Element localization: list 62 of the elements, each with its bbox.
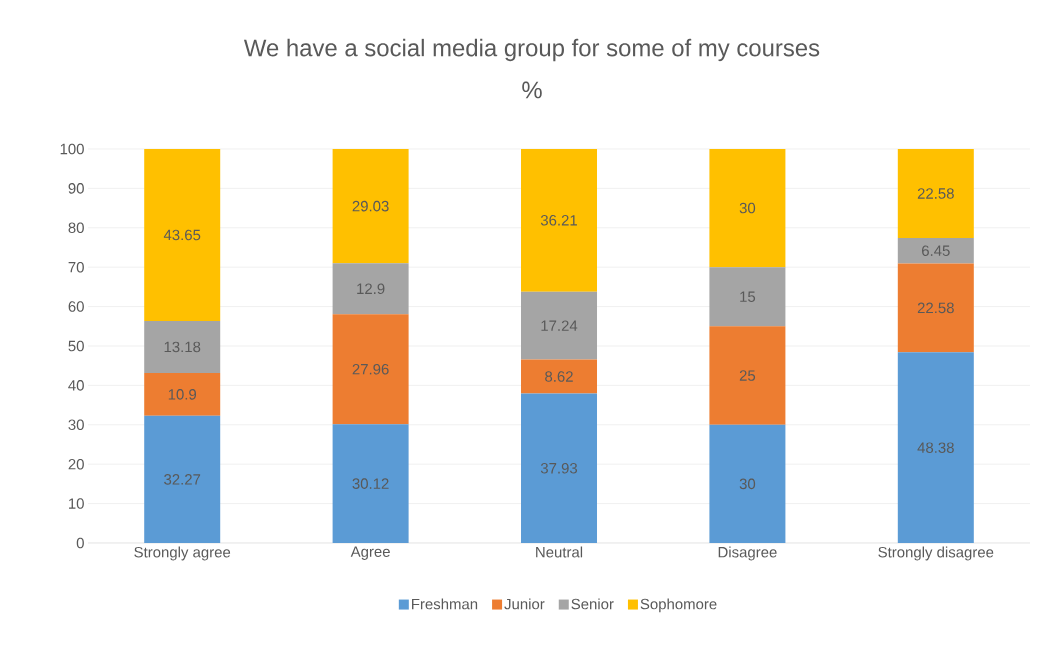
bar <box>144 372 221 416</box>
x-tick-label: Agree <box>350 546 390 560</box>
bar <box>709 148 786 268</box>
legend-label: Senior <box>571 598 614 610</box>
x-tick-label: Strongly disagree <box>878 546 994 561</box>
data-label: 10.9 <box>168 389 197 400</box>
y-tick-label: 60 <box>68 301 84 312</box>
data-label: 25 <box>739 370 756 381</box>
bar <box>521 148 598 292</box>
data-label: 48.38 <box>917 442 954 453</box>
y-tick-label: 50 <box>68 340 84 352</box>
chart-subtitle: % <box>522 81 542 99</box>
data-label: 13.18 <box>164 341 201 353</box>
bar <box>709 326 786 425</box>
legend-label: Freshman <box>412 598 478 610</box>
x-tick-label: Disagree <box>718 546 777 561</box>
bar <box>709 424 786 543</box>
y-tick-label: 20 <box>68 458 84 470</box>
data-label: 36.21 <box>540 215 577 226</box>
data-label: 17.24 <box>541 320 578 331</box>
y-tick-label: 70 <box>68 261 84 273</box>
chart-title: We have a social media group for some of my courses <box>243 38 820 62</box>
bar <box>521 291 598 360</box>
bar <box>332 263 409 315</box>
bar <box>709 267 786 327</box>
data-label: 6.45 <box>922 245 950 256</box>
data-label: 32.27 <box>164 474 201 485</box>
data-label: 22.58 <box>917 188 954 199</box>
bar <box>897 352 974 543</box>
y-tick-label: 100 <box>60 143 84 155</box>
data-label: 15 <box>740 291 756 302</box>
bar <box>897 263 974 353</box>
bar <box>332 148 409 264</box>
bar <box>144 148 221 321</box>
data-label: 43.65 <box>163 229 201 241</box>
bar <box>144 320 221 373</box>
legend-label: Junior <box>504 598 545 610</box>
data-label: 8.62 <box>545 371 573 382</box>
bar <box>332 314 409 425</box>
data-label: 27.96 <box>352 363 389 375</box>
data-label: 22.58 <box>917 302 954 314</box>
x-tick-label: Strongly agree <box>134 546 231 561</box>
bar <box>897 237 974 264</box>
y-tick-label: 80 <box>68 222 84 234</box>
bar <box>521 359 598 394</box>
bar <box>332 424 409 543</box>
y-tick-label: 30 <box>68 419 84 431</box>
data-label: 12.9 <box>357 283 385 295</box>
y-tick-label: 0 <box>76 537 84 549</box>
y-tick-label: 10 <box>69 498 84 509</box>
legend-label: Sophomore <box>640 598 717 613</box>
bar <box>144 415 221 543</box>
x-tick-label: Neutral <box>536 546 583 558</box>
bar <box>897 149 974 238</box>
y-tick-label: 40 <box>68 380 84 391</box>
bar <box>521 393 598 543</box>
data-label: 30 <box>739 478 756 490</box>
data-label: 30 <box>739 202 756 214</box>
data-label: 37.93 <box>540 462 578 474</box>
data-label: 29.03 <box>352 200 389 212</box>
y-tick-label: 90 <box>68 183 84 194</box>
data-label: 30.12 <box>352 478 389 489</box>
